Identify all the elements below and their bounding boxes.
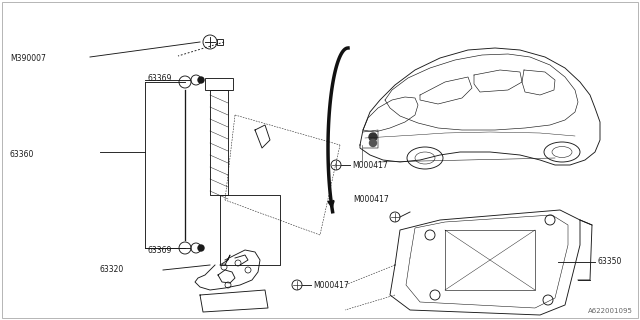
Text: M390007: M390007 [10,53,46,62]
Text: M000417: M000417 [353,195,388,204]
Circle shape [369,140,376,147]
Text: A622001095: A622001095 [588,308,633,314]
Text: M000417: M000417 [352,161,388,170]
Text: 63320: 63320 [100,266,124,275]
Bar [205,78,233,90]
Circle shape [198,77,204,83]
Circle shape [369,133,377,141]
Text: 63360: 63360 [10,149,35,158]
Text: 63350: 63350 [597,258,621,267]
Bar [217,39,223,45]
Circle shape [198,245,204,251]
Text: M000417: M000417 [313,281,349,290]
Text: 63369: 63369 [148,74,172,83]
Text: 63369: 63369 [148,245,172,254]
